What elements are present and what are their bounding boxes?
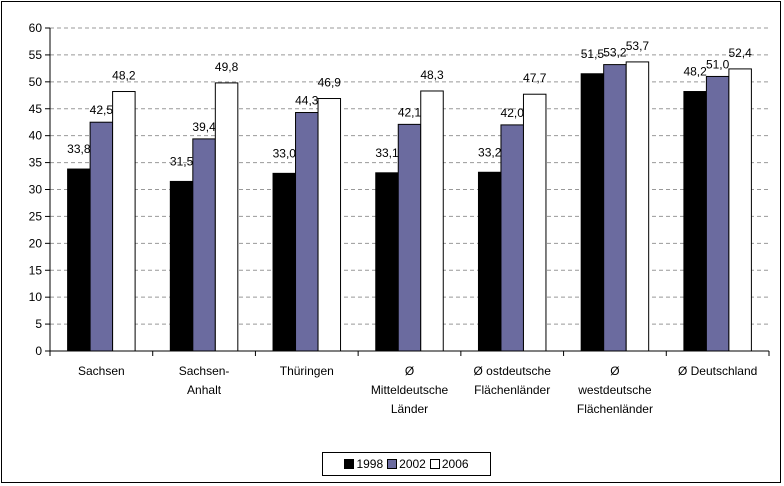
x-tick-label: Sachsen xyxy=(78,364,125,378)
bar-2006 xyxy=(112,91,136,352)
legend-item-2002: 2002 xyxy=(387,457,426,471)
data-label: 51,0 xyxy=(706,57,730,71)
y-tick-label: 50 xyxy=(29,75,43,89)
x-tick-label: Ø Deutschland xyxy=(678,364,757,378)
data-label: 44,3 xyxy=(295,94,319,108)
y-tick-label: 30 xyxy=(29,183,43,197)
data-label: 47,7 xyxy=(523,71,547,85)
bar-2006 xyxy=(420,90,444,352)
data-label: 42,1 xyxy=(398,105,422,119)
data-label: 53,2 xyxy=(603,46,627,60)
legend-swatch xyxy=(387,459,398,469)
y-tick-label: 5 xyxy=(35,317,42,331)
data-label: 42,5 xyxy=(90,103,114,117)
legend-item-1998: 1998 xyxy=(344,457,383,471)
bar-1998 xyxy=(169,180,194,352)
y-tick-label: 0 xyxy=(35,344,42,358)
data-label: 48,3 xyxy=(420,68,444,82)
bar-2002 xyxy=(295,112,319,352)
bar-1998 xyxy=(580,73,605,352)
x-tick-label: Sachsen- xyxy=(179,364,230,378)
y-tick-label: 10 xyxy=(29,290,43,304)
x-tick-label: Thüringen xyxy=(280,364,334,378)
data-label: 46,9 xyxy=(318,76,342,90)
bar-2006 xyxy=(728,68,752,352)
data-label: 33,1 xyxy=(375,146,399,160)
x-tick-label: Ø xyxy=(405,364,414,378)
bar-2006 xyxy=(625,61,650,352)
legend-label: 2006 xyxy=(441,457,469,471)
data-label: 52,4 xyxy=(728,46,752,60)
data-label: 51,5 xyxy=(581,47,605,61)
bar-1998 xyxy=(375,172,399,352)
legend-swatch xyxy=(344,459,355,469)
data-label: 31,5 xyxy=(170,154,194,168)
data-label: 53,7 xyxy=(626,39,650,53)
x-tick-label: westdeutsche xyxy=(577,383,652,397)
data-label: 33,0 xyxy=(273,146,297,160)
bar-2002 xyxy=(500,124,524,352)
data-label: 42,0 xyxy=(501,106,525,120)
x-tick-label: Ø ostdeutsche xyxy=(474,364,552,378)
x-tick-label: Ø xyxy=(610,364,619,378)
bar-1998 xyxy=(477,171,502,352)
bar-1998 xyxy=(67,168,91,352)
bar-2006 xyxy=(214,82,239,352)
y-tick-label: 55 xyxy=(29,48,43,62)
y-tick-label: 35 xyxy=(29,156,43,170)
y-tick-label: 45 xyxy=(29,102,43,116)
y-tick-label: 60 xyxy=(29,21,43,35)
chart-legend: 1998 2002 2006 xyxy=(322,452,491,476)
data-label: 48,2 xyxy=(683,65,707,79)
x-tick-label: Mitteldeutsche xyxy=(371,383,449,397)
bar-2002 xyxy=(397,123,422,352)
bar-2006 xyxy=(317,98,342,352)
bar-2002 xyxy=(89,121,114,352)
legend-item-2006: 2006 xyxy=(429,457,469,471)
data-label: 48,2 xyxy=(112,69,136,83)
x-tick-label: Flächenländer xyxy=(577,402,653,416)
y-tick-label: 15 xyxy=(29,263,43,277)
x-tick-label: Anhalt xyxy=(187,383,222,397)
data-label: 39,4 xyxy=(192,120,216,134)
y-tick-label: 25 xyxy=(29,209,43,223)
data-label: 33,2 xyxy=(478,145,502,159)
y-tick-label: 40 xyxy=(29,129,43,143)
bar-2006 xyxy=(522,93,547,352)
data-label: 49,8 xyxy=(215,60,239,74)
bar-1998 xyxy=(272,172,297,352)
bar-1998 xyxy=(683,91,707,352)
x-tick-label: Flächenländer xyxy=(474,383,550,397)
data-label: 33,8 xyxy=(67,142,91,156)
bar-2002 xyxy=(192,138,216,352)
legend-swatch xyxy=(429,459,440,469)
bar-2002 xyxy=(705,75,730,352)
x-tick-label: Länder xyxy=(391,402,428,416)
y-tick-label: 20 xyxy=(29,236,43,250)
legend-label: 1998 xyxy=(356,457,384,471)
legend-label: 2002 xyxy=(399,457,426,471)
bar-2002 xyxy=(603,64,627,352)
